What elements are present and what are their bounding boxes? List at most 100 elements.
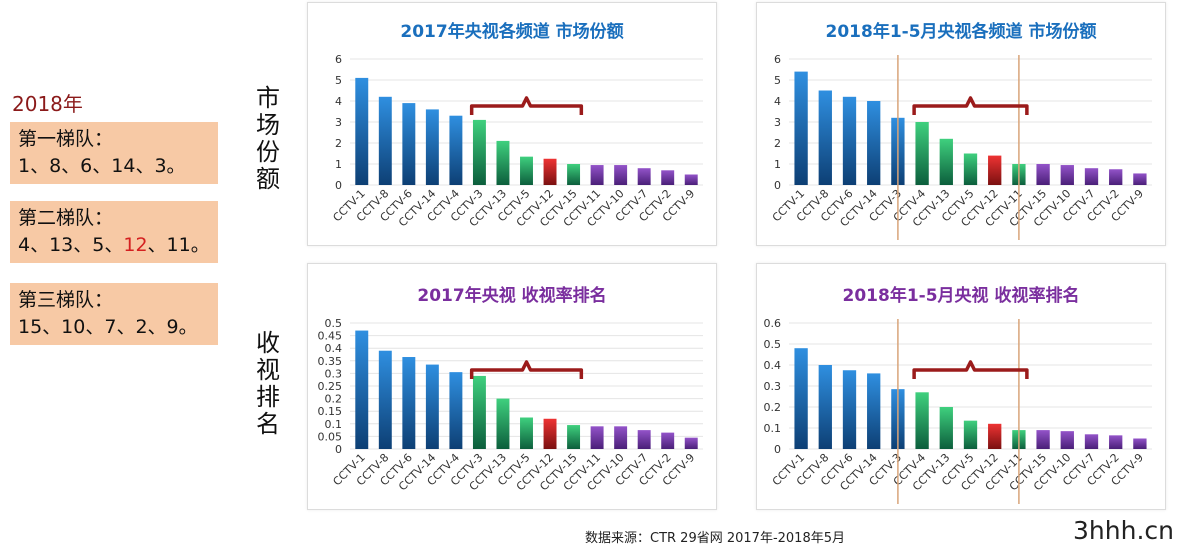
bar-cctv-7 [637,430,651,449]
tier-3-members-text: 15、10、7、2、9。 [18,316,198,338]
y-tick-label: 0.4 [325,342,343,355]
year-label: 2018年 [12,92,83,116]
bar-cctv-7 [637,168,651,185]
y-tick-label: 0.35 [318,355,343,368]
y-tick-label: 0.5 [325,317,343,330]
y-tick-label: 0.5 [764,338,782,351]
bar-cctv-5 [520,156,533,185]
y-tick-label: 0.1 [325,418,343,431]
chart-title: 2018年1-5月央视各频道 市场份额 [825,22,1097,42]
watermark: 3hhh.cn [1073,516,1174,545]
bar-cctv-7 [1084,434,1099,449]
side-label-char: 排 [256,383,280,411]
bar-cctv-2 [661,432,675,449]
y-tick-label: 0 [335,179,342,192]
tier-bracket [469,96,584,115]
y-tick-label: 0.2 [325,393,343,406]
bar-cctv-7 [1084,168,1099,185]
bar-cctv-2 [1109,435,1123,449]
bar-cctv-5 [963,420,978,449]
row-label-rating-rank: 收视排名 [253,330,283,438]
y-tick-label: 3 [774,116,781,129]
bar-cctv-4 [915,392,929,449]
tier-bracket [912,96,1029,115]
chart-title: 2017年央视各频道 市场份额 [400,22,624,42]
bar-cctv-4 [915,122,929,185]
bar-cctv-13 [939,138,953,185]
chart-panel-2017-rating: 0 0.05 0.1 0.15 0.2 0.25 0.3 0.35 0.4 0.45 0.5 CCTV… [307,263,717,510]
bar-cctv-12 [988,423,1002,449]
y-tick-label: 0 [774,443,781,456]
tier-2-members: 4、13、5、12、11。 [18,232,210,259]
tier-2-members-part-3: 、11。 [147,234,210,256]
y-tick-label: 6 [774,53,781,66]
chart-panel-2017-share: 0 1 2 3 4 5 6 CCTV-1 CCTV-8 CCTV-6 CCTV-14 CCTV-4 CC… [307,2,717,246]
bar-cctv-5 [963,153,978,185]
bar-cctv-1 [355,330,369,449]
y-tick-label: 0.4 [764,359,782,372]
bar-cctv-14 [425,364,439,449]
y-tick-label: 0.3 [325,367,343,380]
bar-cctv-9 [684,437,698,449]
row-label-market-share: 市场份额 [253,85,283,193]
tier-1-title: 第一梯队： [18,128,114,150]
bar-cctv-9 [1133,173,1147,185]
bar-cctv-14 [867,373,881,449]
tier-bracket [469,360,584,379]
side-label-char: 市 [256,84,280,112]
bar-cctv-12 [543,418,557,449]
bar-cctv-9 [1133,438,1147,449]
data-source-note: 数据来源：CTR 29省网 2017年-2018年5月 [585,531,845,546]
bar-cctv-12 [988,155,1002,185]
tier-1-box: 第一梯队： 1、8、6、14、3。 [10,122,218,184]
bar-cctv-2 [1109,169,1123,185]
bar-cctv-6 [842,96,857,185]
bar-cctv-6 [842,370,857,449]
bar-cctv-6 [402,103,416,185]
bar-chart: 0123456CCTV-1CCTV-8CCTV-6CCTV-14CCTV-4CC… [330,53,703,229]
y-tick-label: 2 [335,137,342,150]
bar-cctv-13 [496,140,510,185]
y-tick-label: 0 [774,179,781,192]
y-tick-label: 3 [335,116,342,129]
bar-chart: 00.10.20.30.40.50.6CCTV-1CCTV-8CCTV-6CCT… [764,317,1152,504]
y-tick-label: 0.45 [318,330,343,343]
y-tick-label: 5 [335,74,342,87]
bar-cctv-3 [472,119,486,185]
bar-chart: 00.050.10.150.20.250.30.350.40.450.5CCTV… [318,317,703,493]
y-tick-label: 0.15 [318,405,343,418]
side-label-char: 收 [256,329,280,357]
bar-chart: 0123456CCTV-1CCTV-8CCTV-6CCTV-14CCTV-3CC… [770,53,1152,240]
tier-1-members-text: 1、8、6、14、3。 [18,155,186,177]
y-tick-label: 0.1 [764,422,782,435]
bar-cctv-11 [590,426,604,449]
y-tick-label: 0.6 [764,317,782,330]
y-tick-label: 6 [335,53,342,66]
tier-3-box: 第三梯队： 15、10、7、2、9。 [10,283,218,345]
bar-cctv-12 [543,158,557,185]
bar-cctv-10 [614,426,628,449]
side-label-char: 视 [256,356,280,384]
bar-cctv-8 [378,96,392,185]
bar-cctv-15 [1036,164,1050,185]
tier-2-members-part-1: 4、13、5、 [18,234,124,256]
tier-3-title: 第三梯队： [18,289,114,311]
bar-cctv-8 [818,90,832,185]
chart-title: 2017年央视 收视率排名 [417,286,607,306]
y-tick-label: 0.25 [318,380,343,393]
tier-2-members-highlight: 12 [123,234,148,256]
y-tick-label: 5 [774,74,781,87]
bar-cctv-4 [449,115,463,185]
chart-panel-2018-rating: 0 0.1 0.2 0.3 0.4 0.5 0.6 CCTV-1 CCTV-8 CCTV-6 CCT… [756,263,1166,510]
bar-cctv-6 [402,357,416,449]
bar-cctv-11 [590,165,604,185]
bar-cctv-3 [472,375,486,449]
side-label-char: 名 [256,410,280,438]
bar-cctv-2 [661,170,675,185]
tier-bracket [912,360,1029,379]
bar-cctv-8 [818,365,832,449]
tier-1-members: 1、8、6、14、3。 [18,153,210,180]
bar-cctv-15 [1036,430,1050,449]
y-tick-label: 4 [335,95,342,108]
y-tick-label: 1 [335,158,342,171]
